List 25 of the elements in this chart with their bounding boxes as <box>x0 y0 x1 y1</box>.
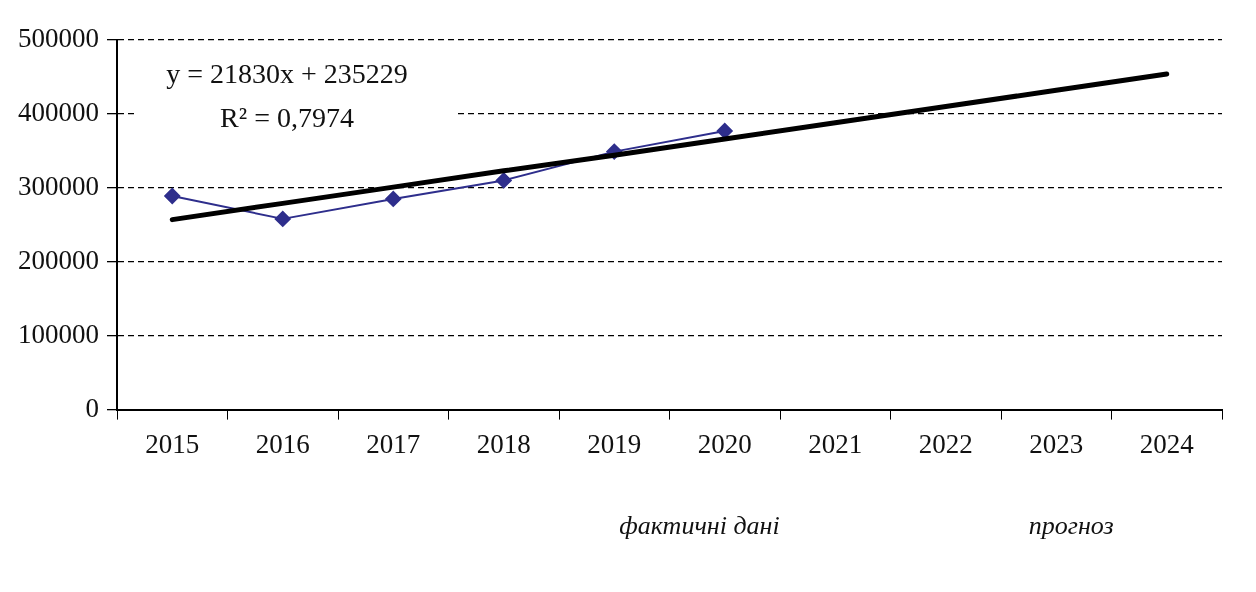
y-tick-label: 0 <box>85 392 99 423</box>
x-tick-label: 2020 <box>697 428 752 459</box>
x-tick-label: 2019 <box>587 428 642 459</box>
point <box>495 172 512 189</box>
annotation: R² = 0,7974 <box>220 102 354 134</box>
y-tick-label: 200000 <box>18 244 99 275</box>
x-tick-label: 2018 <box>476 428 531 459</box>
x-tick-label: 2017 <box>366 428 421 459</box>
y-tick-label: 300000 <box>18 170 99 201</box>
x-tick-label: 2021 <box>808 428 863 459</box>
annotation: y = 21830x + 235229 <box>166 58 408 90</box>
x-tick-label: 2024 <box>1139 428 1195 459</box>
y-tick-label: 100000 <box>18 318 99 349</box>
text: прогноз <box>1028 511 1114 541</box>
x-tick-label: 2016 <box>255 428 310 459</box>
point <box>716 122 733 139</box>
y-tick-label: 500000 <box>18 23 99 54</box>
x-tick-label: 2015 <box>145 428 200 459</box>
x-tick-label: 2022 <box>918 428 973 459</box>
point <box>164 187 181 204</box>
text: фактичні дані <box>619 511 780 541</box>
point <box>274 210 291 227</box>
point <box>385 190 402 207</box>
x-tick-label: 2023 <box>1029 428 1084 459</box>
y-tick-label: 400000 <box>18 97 99 128</box>
